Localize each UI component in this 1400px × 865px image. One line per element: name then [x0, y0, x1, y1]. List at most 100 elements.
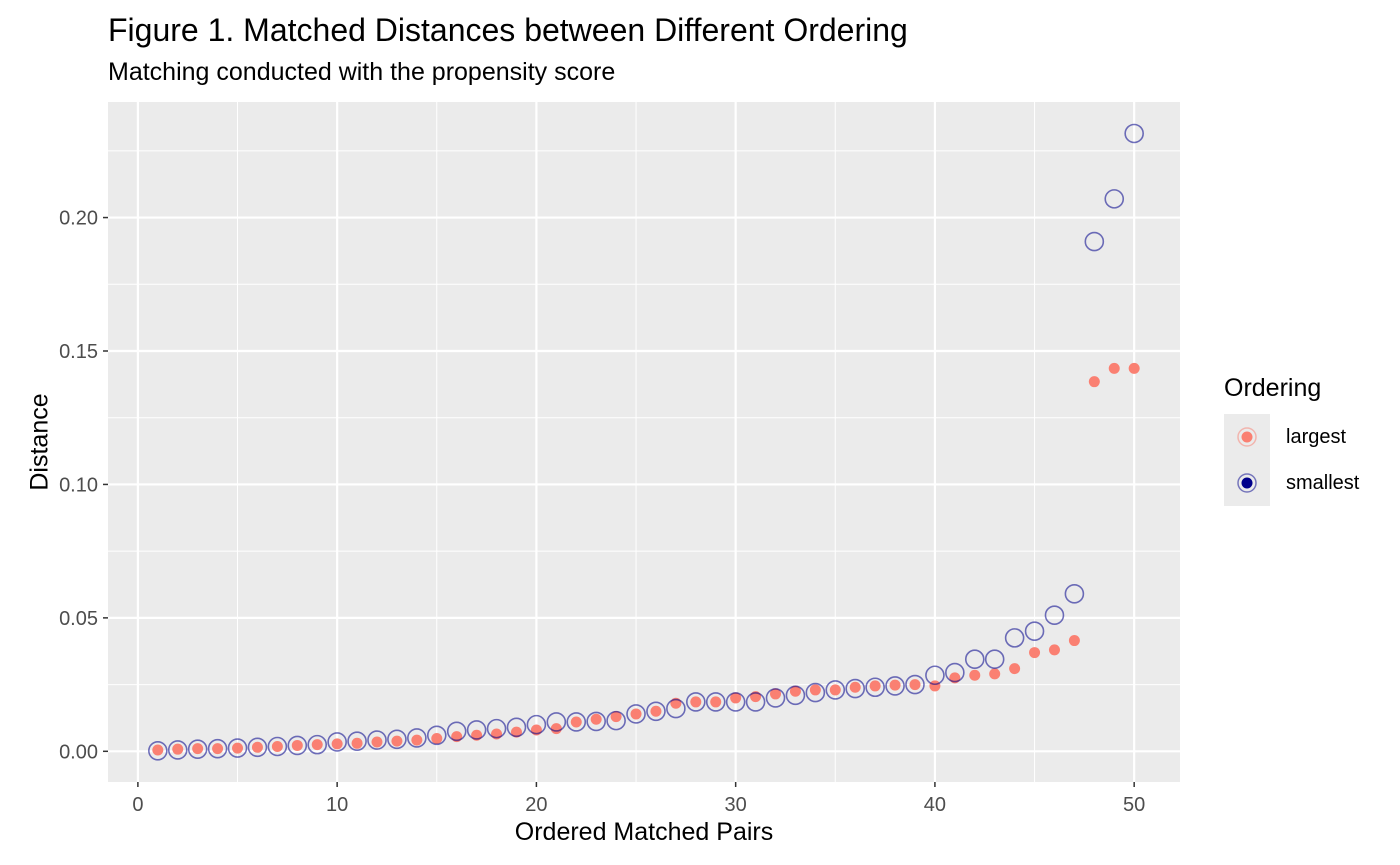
point-largest — [212, 743, 224, 755]
point-largest — [510, 726, 522, 738]
legend-key-largest — [1224, 414, 1270, 460]
point-smallest — [945, 662, 965, 683]
point-largest — [431, 732, 443, 744]
point-largest — [1108, 362, 1120, 374]
plot-panel — [108, 102, 1180, 782]
y-tick-label: 0.00 — [59, 741, 98, 763]
point-smallest — [705, 692, 726, 712]
point-largest — [1048, 644, 1060, 656]
point-largest — [570, 716, 582, 728]
smallest-marker-icon — [1237, 473, 1257, 493]
point-largest — [869, 680, 881, 692]
point-smallest — [287, 735, 308, 756]
point-smallest — [1104, 189, 1125, 209]
point-smallest — [466, 720, 487, 740]
point-smallest — [446, 721, 467, 742]
x-tick-label: 50 — [1123, 794, 1145, 816]
point-largest — [630, 708, 642, 720]
point-largest — [909, 679, 921, 691]
point-smallest — [725, 692, 746, 712]
point-largest — [271, 741, 283, 753]
x-tick-label: 30 — [725, 794, 747, 816]
legend-label-largest: largest — [1286, 425, 1347, 448]
point-largest — [969, 669, 981, 681]
point-smallest — [486, 718, 507, 739]
largest-marker-icon — [1237, 427, 1257, 447]
point-smallest — [825, 680, 846, 700]
point-largest — [690, 696, 702, 708]
point-smallest — [925, 665, 945, 686]
point-smallest — [666, 698, 686, 719]
point-smallest — [885, 676, 905, 696]
point-largest — [351, 737, 363, 749]
point-smallest — [785, 685, 806, 706]
point-largest — [1009, 663, 1021, 675]
point-smallest — [1044, 605, 1065, 626]
point-smallest — [606, 710, 626, 731]
point-largest — [710, 696, 722, 708]
point-largest — [610, 711, 622, 723]
legend-title: Ordering — [1224, 374, 1322, 402]
point-largest — [1068, 635, 1080, 647]
point-smallest — [626, 704, 646, 724]
y-tick-label: 0.05 — [59, 608, 98, 630]
point-smallest — [367, 730, 387, 750]
point-smallest — [267, 736, 288, 757]
point-largest — [192, 743, 204, 755]
legend: Ordering largest smallest — [1224, 372, 1359, 506]
point-smallest — [964, 649, 985, 670]
point-smallest — [805, 682, 826, 703]
y-axis-title: Distance — [25, 393, 54, 491]
point-smallest — [686, 692, 706, 712]
y-tick-label: 0.15 — [59, 341, 98, 363]
point-smallest — [148, 740, 168, 761]
point-smallest — [566, 712, 587, 732]
point-largest — [331, 738, 343, 750]
point-smallest — [1004, 628, 1025, 648]
point-largest — [650, 705, 662, 717]
point-smallest — [526, 714, 547, 735]
point-largest — [371, 736, 383, 748]
point-smallest — [307, 734, 328, 755]
point-largest — [172, 743, 184, 755]
point-smallest — [546, 712, 567, 732]
point-smallest — [905, 674, 925, 695]
point-smallest — [167, 740, 188, 760]
point-smallest — [1024, 621, 1045, 642]
point-largest — [789, 685, 801, 697]
point-smallest — [506, 717, 527, 738]
point-largest — [311, 739, 323, 751]
point-smallest — [407, 728, 427, 748]
legend-label-smallest: smallest — [1286, 471, 1360, 494]
point-smallest — [187, 739, 208, 759]
point-smallest — [387, 729, 407, 750]
point-smallest — [1084, 231, 1105, 252]
point-largest — [1128, 362, 1140, 374]
point-largest — [550, 723, 562, 735]
point-largest — [929, 680, 941, 692]
point-largest — [809, 684, 821, 696]
x-axis-title: Ordered Matched Pairs — [514, 818, 774, 846]
point-largest — [849, 681, 861, 693]
chart-title: Figure 1. Matched Distances between Diff… — [108, 12, 908, 48]
point-smallest — [426, 725, 447, 746]
point-smallest — [586, 711, 606, 732]
point-largest — [1029, 647, 1041, 659]
point-smallest — [865, 677, 885, 698]
point-largest — [232, 742, 244, 754]
point-smallest — [1124, 123, 1144, 144]
x-tick-label: 40 — [924, 794, 946, 816]
point-largest — [411, 734, 423, 746]
legend-item-largest: largest — [1224, 414, 1359, 460]
x-tick-label: 20 — [525, 794, 547, 816]
point-smallest — [247, 737, 268, 758]
point-largest — [291, 739, 303, 751]
point-largest — [1088, 376, 1100, 388]
point-smallest — [347, 731, 367, 751]
point-largest — [391, 735, 403, 747]
x-tick-label: 10 — [326, 794, 348, 816]
y-tick-label: 0.20 — [59, 208, 98, 230]
point-largest — [770, 688, 782, 700]
point-largest — [251, 741, 263, 753]
